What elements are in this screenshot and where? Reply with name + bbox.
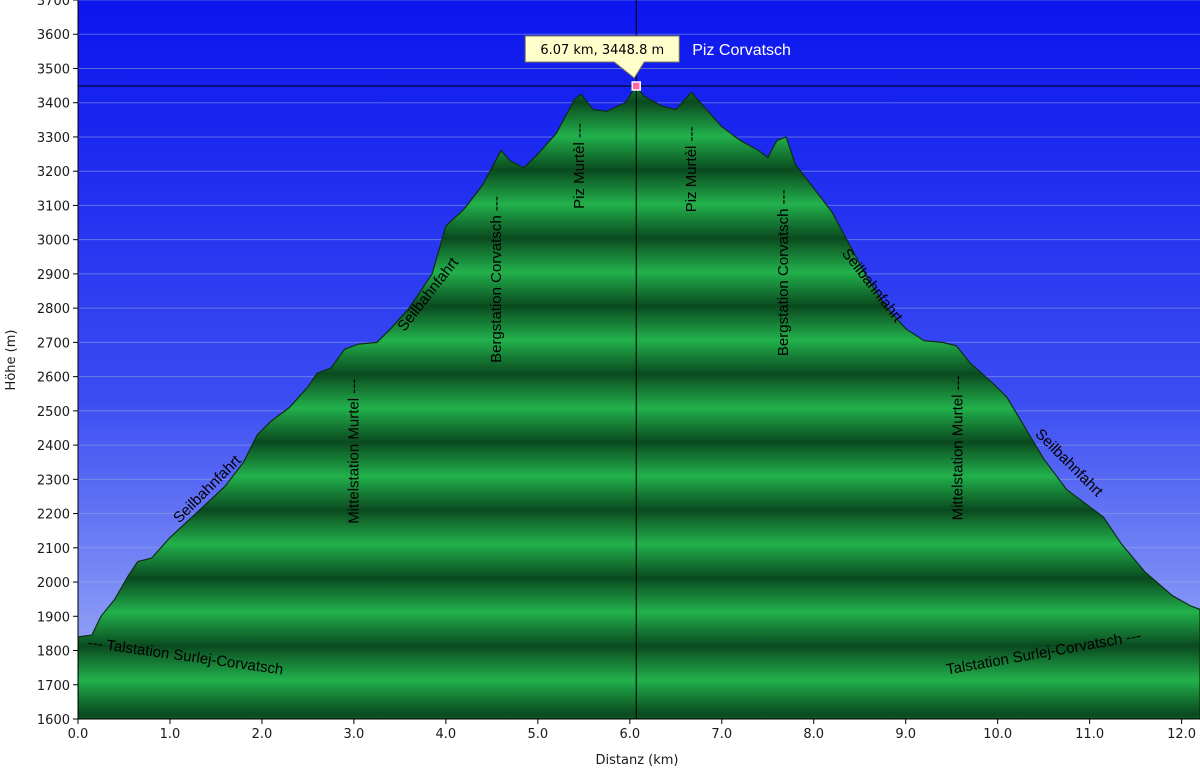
y-tick-label: 2100	[37, 542, 70, 557]
y-tick-label: 2000	[37, 576, 70, 591]
y-tick-label: 1600	[37, 713, 70, 728]
x-tick-label: 7.0	[711, 727, 732, 742]
x-tick-label: 10.0	[983, 727, 1012, 742]
annotation-label: Piz Murtèl ---	[571, 123, 588, 209]
x-axis-ticks: 0.0 1.0 2.0 3.0 4.0 5.0 6.0 7.0 8.0 9.0 10.0 11.0 12…	[68, 719, 1196, 742]
y-tick-label: 2900	[37, 268, 70, 283]
y-tick-label: 3400	[37, 97, 70, 112]
y-tick-label: 3700	[37, 0, 70, 9]
y-tick-label: 2800	[37, 302, 70, 317]
y-tick-label: 2700	[37, 336, 70, 351]
y-tick-label: 2300	[37, 473, 70, 488]
y-tick-label: 3600	[37, 28, 70, 43]
y-axis-title: Höhe (m)	[4, 330, 19, 391]
y-tick-label: 3500	[37, 62, 70, 77]
x-tick-label: 4.0	[436, 727, 457, 742]
annotation-label: Piz Murtèl ---	[683, 126, 700, 212]
cursor-marker	[631, 81, 641, 91]
peak-name-label: Piz Corvatsch	[692, 42, 791, 59]
y-tick-label: 3000	[37, 234, 70, 249]
x-tick-label: 0.0	[68, 727, 89, 742]
y-tick-label: 2500	[37, 405, 70, 420]
x-tick-label: 11.0	[1075, 727, 1104, 742]
y-tick-label: 3100	[37, 199, 70, 214]
y-tick-label: 3200	[37, 165, 70, 180]
annotation-label: Bergstation Corvatsch ---	[775, 189, 792, 356]
tooltip-box	[524, 35, 680, 79]
x-tick-label: 2.0	[252, 727, 273, 742]
y-tick-label: 2400	[37, 439, 70, 454]
x-tick-label: 12.0	[1167, 727, 1196, 742]
y-tick-label: 1800	[37, 645, 70, 660]
elevation-area	[78, 84, 1200, 719]
tooltip-label: 6.07 km, 3448.8 m	[540, 43, 664, 58]
annotation-label: Mittelstation Murtel ---	[950, 375, 967, 520]
y-tick-label: 2200	[37, 508, 70, 523]
y-tick-label: 2600	[37, 371, 70, 386]
x-tick-label: 8.0	[803, 727, 824, 742]
y-tick-label: 3300	[37, 131, 70, 146]
y-axis-ticks: 1600 1700 1800 1900 2000 2100 2200 2300 2400 2500…	[37, 0, 78, 728]
x-tick-label: 3.0	[344, 727, 365, 742]
annotation-label: Mittelstation Murtel ---	[346, 379, 363, 524]
x-tick-label: 1.0	[160, 727, 181, 742]
annotation-label: Bergstation Corvatsch ---	[488, 196, 505, 363]
x-tick-label: 6.0	[619, 727, 640, 742]
x-tick-label: 9.0	[895, 727, 916, 742]
y-tick-label: 1700	[37, 679, 70, 694]
cursor-layer: 6.07 km, 3448.8 m Piz Corvatsch	[78, 0, 1200, 719]
y-tick-label: 1900	[37, 610, 70, 625]
x-axis-title: Distanz (km)	[596, 753, 679, 768]
x-tick-label: 5.0	[527, 727, 548, 742]
